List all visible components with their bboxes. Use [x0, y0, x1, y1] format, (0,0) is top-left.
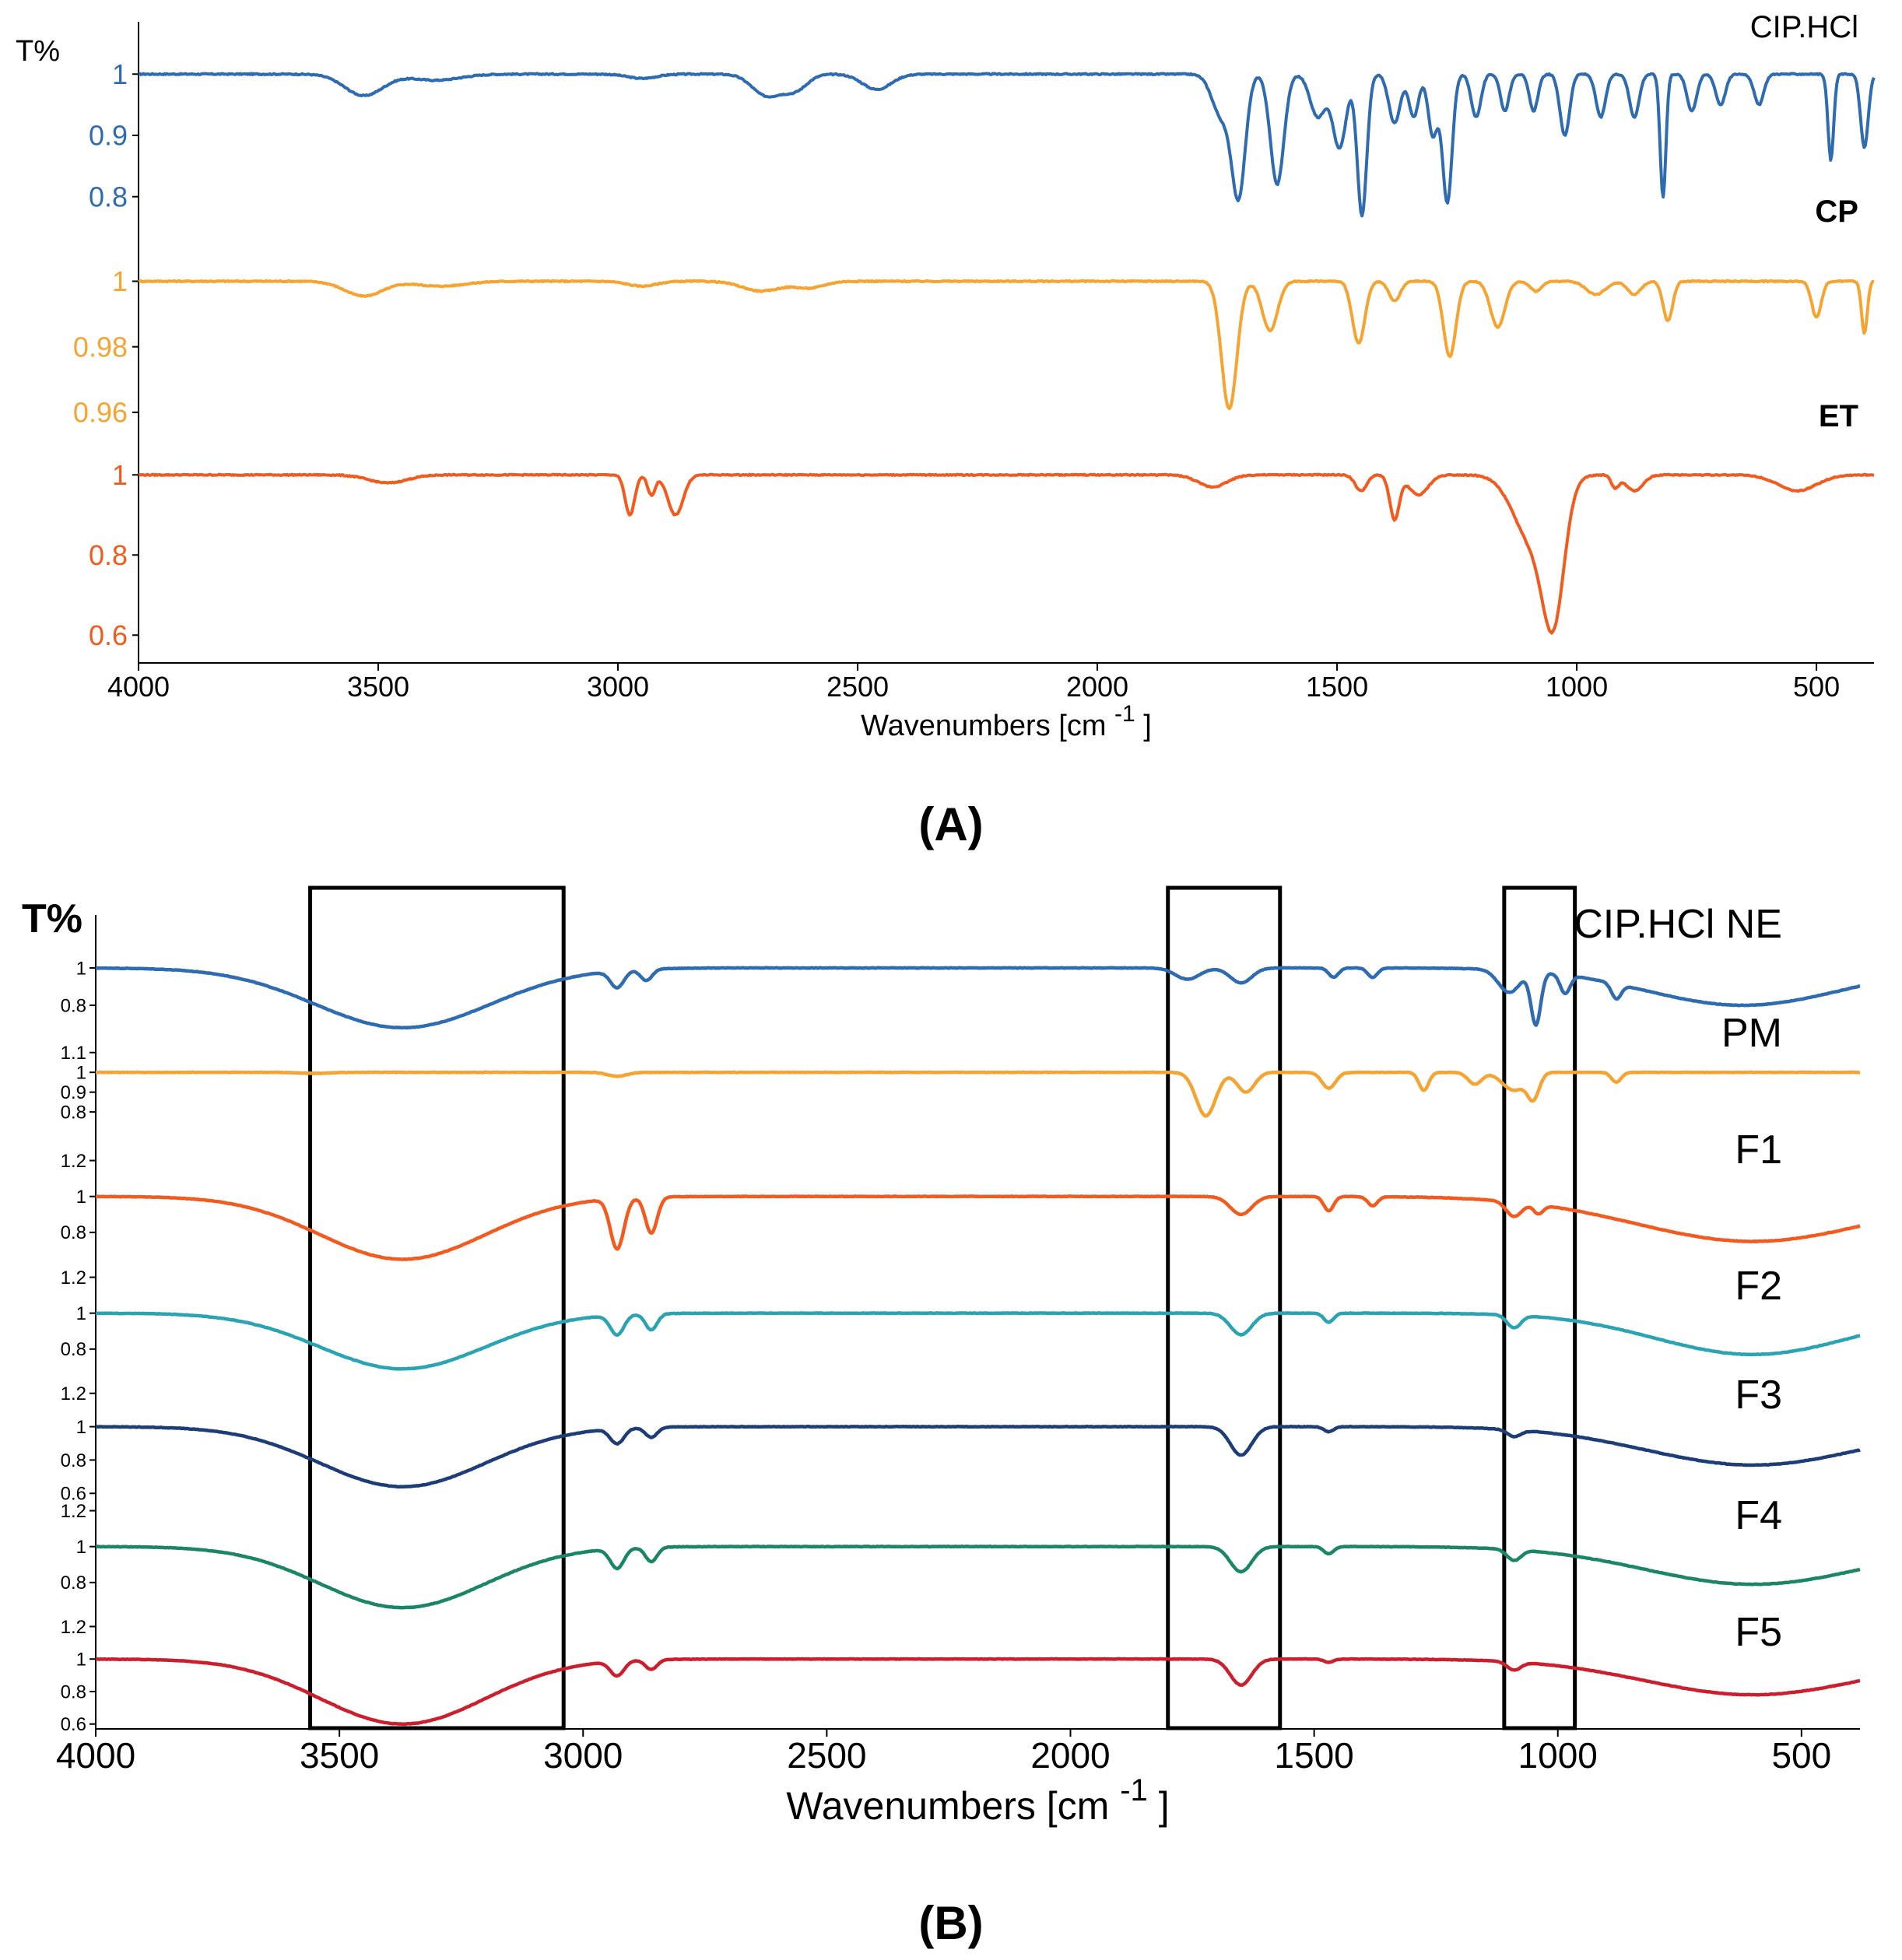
panel-b-chart: 4000 3500 3000 2500 2000 1500 1000 500 Wavenumbe…: [22, 885, 1862, 1828]
y-tick-label-f3-1-2: 1.2: [61, 1383, 86, 1404]
series-label-f2: F2: [1735, 1264, 1782, 1309]
y-tick-label-f4-1: 1: [76, 1537, 86, 1558]
x-axis-title: Wavenumbers [cm -1 ]: [786, 1773, 1169, 1828]
y-tick-label-f4-0-8: 0.8: [61, 1573, 86, 1594]
panel-b-label: (B): [918, 1897, 983, 1949]
y-tick-label-f5-1-2: 1.2: [61, 1617, 86, 1638]
y-tick-label-cp-0-98: 0.98: [73, 331, 128, 363]
x-tick-label-1000: 1000: [1546, 671, 1608, 703]
series-line-f4: [95, 1545, 1861, 1610]
y-tick-label-pm-1: 1: [76, 1063, 86, 1084]
y-tick-label-pm-0-9: 0.9: [61, 1082, 86, 1103]
series-line-cp: [137, 279, 1875, 411]
x-tick-label-1500: 1500: [1274, 1735, 1353, 1776]
y-tick-label-et-0-8: 0.8: [89, 539, 128, 571]
y-tick-label-et-0-6: 0.6: [89, 619, 128, 651]
panel-a-chart: 4000 3500 3000 2500 2000 1500 1000 500 Wavenumbe…: [16, 10, 1876, 742]
y-axis-title: T%: [16, 35, 60, 68]
y-tick-label-cip-hcl-1: 1: [112, 58, 128, 90]
series-label-cip-hcl-ne: CIP.HCl NE: [1574, 902, 1782, 947]
x-tick-label-2500: 2500: [826, 671, 889, 703]
highlight-box-1: [308, 885, 566, 1730]
y-tick-label-f5-0-6: 0.6: [61, 1714, 86, 1735]
series-label-et: ET: [1819, 399, 1858, 433]
y-tick-label-cip-hcl-ne-1: 1: [76, 958, 86, 979]
series-line-f3: [95, 1425, 1862, 1489]
y-axis-title: T%: [22, 896, 82, 941]
x-tick-label-500: 500: [1793, 671, 1840, 703]
y-tick-label-f2-1: 1: [76, 1303, 86, 1324]
y-tick-label-pm-1-1: 1.1: [61, 1043, 86, 1064]
x-tick-label-3000: 3000: [543, 1735, 623, 1776]
series-label-f3: F3: [1735, 1373, 1782, 1418]
panel-a-label: (A): [918, 798, 983, 850]
highlight-box-2: [1166, 885, 1283, 1730]
y-tick-label-cp-1: 1: [112, 265, 128, 297]
x-tick-label-1000: 1000: [1518, 1735, 1598, 1776]
series-line-f2: [95, 1311, 1861, 1371]
series-line-f5: [95, 1657, 1861, 1727]
series-label-f5: F5: [1735, 1610, 1782, 1655]
x-tick-label-2500: 2500: [787, 1735, 866, 1776]
y-tick-label-f3-0-6: 0.6: [61, 1484, 86, 1505]
x-tick-label-3500: 3500: [300, 1735, 379, 1776]
x-tick-label-2000: 2000: [1030, 1735, 1110, 1776]
x-tick-label-4000: 4000: [107, 671, 170, 703]
y-tick-label-f5-1: 1: [76, 1650, 86, 1671]
y-tick-label-f2-1-2: 1.2: [61, 1268, 86, 1289]
series-label-f4: F4: [1735, 1493, 1782, 1538]
y-tick-label-f1-0-8: 0.8: [61, 1222, 86, 1243]
highlight-box-3: [1502, 885, 1577, 1730]
x-axis-title: Wavenumbers [cm -1 ]: [861, 701, 1152, 742]
y-tick-label-f4-1-2: 1.2: [61, 1501, 86, 1522]
x-tick-label-1500: 1500: [1306, 671, 1368, 703]
y-tick-label-f3-0-8: 0.8: [61, 1450, 86, 1471]
x-tick-label-2000: 2000: [1066, 671, 1128, 703]
y-tick-label-et-1: 1: [112, 459, 128, 491]
x-tick-label-4000: 4000: [56, 1735, 135, 1776]
series-label-cp: CP: [1815, 195, 1858, 229]
series-line-et: [138, 472, 1875, 635]
y-tick-label-f2-0-8: 0.8: [61, 1339, 86, 1360]
y-tick-label-pm-0-8: 0.8: [61, 1102, 86, 1123]
series-label-pm: PM: [1721, 1011, 1782, 1056]
y-tick-label-cip-hcl-0-9: 0.9: [89, 120, 128, 152]
x-tick-label-3000: 3000: [587, 671, 649, 703]
y-tick-label-f1-1: 1: [76, 1187, 86, 1208]
y-tick-label-f1-1-2: 1.2: [61, 1151, 86, 1172]
series-line-cip-hcl: [138, 72, 1876, 218]
y-tick-label-cip-hcl-ne-0-8: 0.8: [61, 995, 86, 1016]
x-tick-label-3500: 3500: [347, 671, 409, 703]
y-tick-label-f3-1: 1: [76, 1417, 86, 1438]
series-label-cip-hcl: CIP.HCl: [1750, 10, 1858, 44]
y-tick-label-cip-hcl-0-8: 0.8: [89, 181, 128, 212]
series-line-cip-hcl-ne: [95, 966, 1861, 1030]
y-tick-label-f5-0-8: 0.8: [61, 1681, 86, 1702]
x-tick-label-500: 500: [1771, 1735, 1831, 1776]
y-tick-label-cp-0-96: 0.96: [73, 396, 128, 428]
series-label-f1: F1: [1735, 1127, 1782, 1173]
series-line-pm: [95, 1070, 1861, 1118]
series-line-f1: [95, 1194, 1861, 1261]
